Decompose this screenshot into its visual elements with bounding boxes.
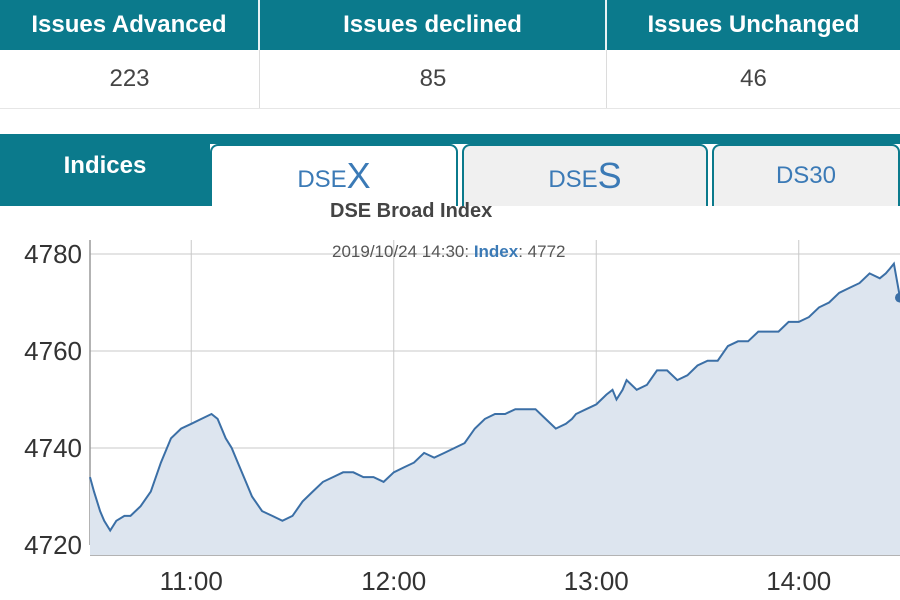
y-tick-label-2: 4760 bbox=[24, 336, 82, 366]
tab-dsex[interactable]: DSE X bbox=[210, 144, 458, 206]
tooltip-index-label: Index bbox=[473, 242, 519, 261]
tab-dsex-letter: X bbox=[346, 155, 371, 196]
x-tick-label-0: 11:00 bbox=[160, 566, 223, 596]
stats-header-row: Issues Advanced Issues declined Issues U… bbox=[0, 0, 900, 50]
index-tab-bar: Indices DSE X DSE S DS30 bbox=[0, 134, 900, 206]
tab-bar-band bbox=[0, 134, 900, 144]
y-axis-ticks: 4720 4740 4760 4780 bbox=[24, 239, 82, 560]
index-series-line bbox=[89, 261, 900, 533]
hover-point-marker bbox=[895, 292, 900, 303]
tooltip-separator: : bbox=[464, 242, 474, 261]
issues-advanced-header: Issues Advanced bbox=[0, 0, 260, 50]
indices-label: Indices bbox=[0, 134, 210, 198]
tooltip-index-value: 4772 bbox=[527, 242, 566, 261]
x-tick-label-1: 12:00 bbox=[361, 566, 426, 596]
indices-underline bbox=[0, 198, 210, 206]
chart-grid bbox=[89, 240, 900, 556]
x-tick-label-2: 13:00 bbox=[564, 566, 629, 596]
issues-declined-header: Issues declined bbox=[260, 0, 607, 50]
y-tick-label-0: 4720 bbox=[24, 530, 82, 560]
tab-ds30[interactable]: DS30 bbox=[712, 144, 900, 206]
issues-unchanged-header: Issues Unchanged bbox=[647, 11, 860, 38]
index-area-fill bbox=[90, 263, 900, 555]
issues-advanced-value: 223 bbox=[0, 50, 260, 108]
x-tick-label-3: 14:00 bbox=[766, 566, 831, 596]
tooltip-timestamp: 2019/10/24 14:30 bbox=[332, 242, 465, 261]
stats-value-row: 223 85 46 bbox=[0, 50, 900, 109]
y-tick-label-3: 4780 bbox=[24, 239, 82, 269]
y-tick-label-1: 4740 bbox=[24, 433, 82, 463]
tab-dses[interactable]: DSE S bbox=[462, 144, 708, 206]
market-stats-table: Issues Advanced Issues declined Issues U… bbox=[0, 0, 900, 109]
chart-tooltip: 2019/10/24 14:30: Index: 4772 bbox=[332, 242, 566, 261]
x-axis-ticks: 11:00 12:00 13:00 14:00 bbox=[160, 566, 832, 596]
tab-dses-letter: S bbox=[597, 155, 622, 196]
issues-declined-value: 85 bbox=[260, 50, 607, 108]
chart-title: DSE Broad Index bbox=[330, 200, 493, 222]
tab-dsex-prefix: DSE bbox=[297, 166, 347, 193]
issues-unchanged-value: 46 bbox=[740, 65, 767, 92]
tab-dses-prefix: DSE bbox=[548, 166, 598, 193]
